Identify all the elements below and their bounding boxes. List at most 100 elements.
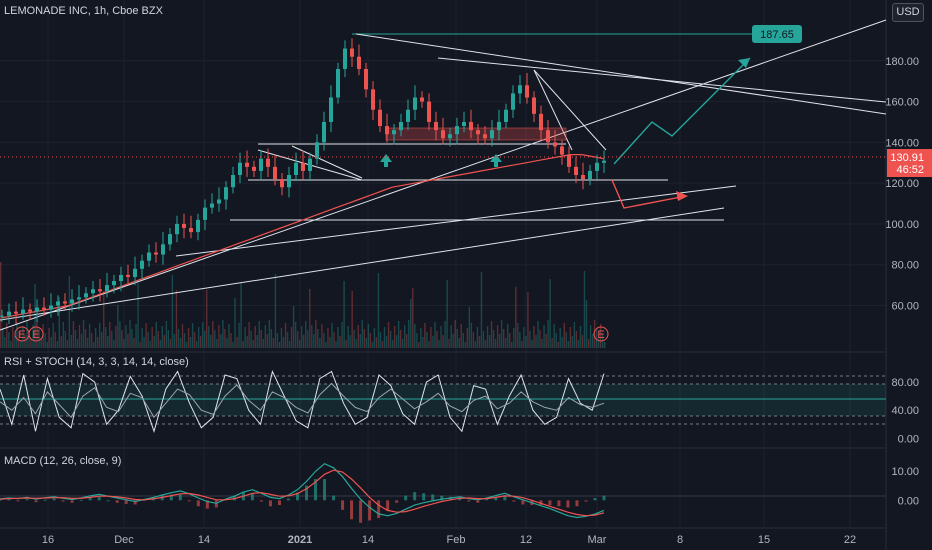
volume-bar <box>369 333 372 348</box>
bullish-projection-path[interactable] <box>613 57 751 165</box>
macd-histogram-bar <box>34 500 38 503</box>
macd-histogram-bar <box>79 499 83 501</box>
up-arrow-marker <box>490 154 502 162</box>
volume-bar <box>525 336 527 348</box>
earnings-marker[interactable] <box>28 326 44 342</box>
volume-bar <box>458 338 460 348</box>
price-tick-label: 60.00 <box>891 301 919 313</box>
volume-bar <box>569 327 572 348</box>
volume-bar <box>14 336 16 348</box>
time-axis: 16 Dec 14 2021 14 Feb 12 Mar 8 15 22 <box>42 534 856 546</box>
volume-bar <box>587 339 590 348</box>
volume-bar <box>119 321 121 348</box>
volume-bar <box>44 333 46 348</box>
volume-bar <box>557 342 559 348</box>
drawing-tools[interactable] <box>0 19 887 331</box>
volume-bar <box>131 329 133 348</box>
time-tick-label: Dec <box>114 534 134 546</box>
price-candles <box>0 38 606 324</box>
candle-body <box>329 97 333 122</box>
support-line[interactable] <box>175 185 737 257</box>
volume-bar <box>355 339 357 348</box>
volume-bar <box>40 338 42 348</box>
macd-histogram-bar <box>305 485 309 501</box>
volume-bar <box>66 340 69 348</box>
volume-bar <box>123 339 125 348</box>
volume-bar <box>559 328 561 348</box>
volume-bar <box>450 325 452 348</box>
volume-bar <box>28 330 30 348</box>
descending-resistance-line[interactable] <box>355 33 887 115</box>
volume-bar <box>603 342 606 348</box>
macd-histogram-bar <box>512 500 516 502</box>
triangle-upper[interactable] <box>291 145 363 179</box>
volume-bar <box>303 335 305 348</box>
volume-bar <box>86 338 89 348</box>
volume-bar <box>181 324 184 348</box>
volume-bar <box>50 337 52 348</box>
volume-bar <box>424 323 426 348</box>
volume-bar <box>478 336 481 348</box>
volume-bar <box>139 342 141 348</box>
volume-bar <box>325 342 327 348</box>
volume-bar <box>505 338 507 348</box>
candle-body <box>189 228 193 233</box>
volume-bar <box>74 330 77 348</box>
volume-bar <box>4 337 6 348</box>
candle-body <box>350 48 354 57</box>
volume-bar <box>197 327 200 348</box>
volume-bar <box>258 321 260 348</box>
candle-body <box>567 154 571 167</box>
candle-body <box>70 299 74 304</box>
candle-body <box>203 207 207 220</box>
volume-bar <box>153 336 155 348</box>
candle-body <box>0 315 4 317</box>
candle-body <box>322 121 326 143</box>
long-support-line[interactable] <box>0 207 725 321</box>
volume-bar <box>125 325 127 348</box>
bearish-projection-path[interactable] <box>611 179 687 209</box>
target-price-badge[interactable] <box>752 25 802 43</box>
macd-histogram-bar <box>467 500 471 502</box>
wedge-line[interactable] <box>533 69 607 151</box>
candle-body <box>518 85 522 94</box>
volume-bar <box>157 331 159 348</box>
macd-histogram-bar <box>133 500 137 505</box>
macd-title[interactable]: MACD (12, 26, close, 9) <box>4 455 121 467</box>
candle-body <box>511 93 515 110</box>
volume-bar <box>220 334 222 348</box>
currency-button[interactable]: USD <box>892 3 924 22</box>
volume-bar <box>345 340 347 348</box>
volume-bar <box>367 324 370 348</box>
volume-bar <box>72 321 75 348</box>
volume-bar <box>406 334 408 348</box>
volume-bar <box>599 324 602 348</box>
candle-body <box>560 146 564 155</box>
candle-body <box>280 179 284 188</box>
macd-histogram-bar <box>422 493 426 501</box>
volume-bar <box>591 334 594 348</box>
macd-histogram-bar <box>476 500 480 503</box>
volume-bar <box>349 335 351 348</box>
candle-body <box>588 170 592 180</box>
volume-bar <box>484 340 487 348</box>
candle-body <box>371 89 375 110</box>
volume-bar <box>282 337 285 348</box>
symbol-title[interactable]: LEMONADE INC, 1h, Cboe BZX <box>4 5 164 17</box>
volume-bar <box>579 326 582 348</box>
earnings-marker[interactable] <box>593 326 609 342</box>
volume-bar <box>347 326 349 348</box>
candle-body <box>497 121 501 131</box>
volume-bar <box>151 327 153 348</box>
macd-histogram-bar <box>286 498 290 501</box>
rsi-stoch-title[interactable]: RSI + STOCH (14, 3, 3, 14, 14, close) <box>4 356 189 368</box>
volume-bar <box>143 337 145 348</box>
time-tick-label: 14 <box>198 534 210 546</box>
volume-bar <box>527 292 529 348</box>
rising-trendline[interactable] <box>0 19 887 331</box>
resistance-line[interactable] <box>437 57 887 103</box>
volume-bar <box>315 320 317 348</box>
volume-bar <box>24 335 26 348</box>
macd-histogram-bar <box>485 499 489 501</box>
